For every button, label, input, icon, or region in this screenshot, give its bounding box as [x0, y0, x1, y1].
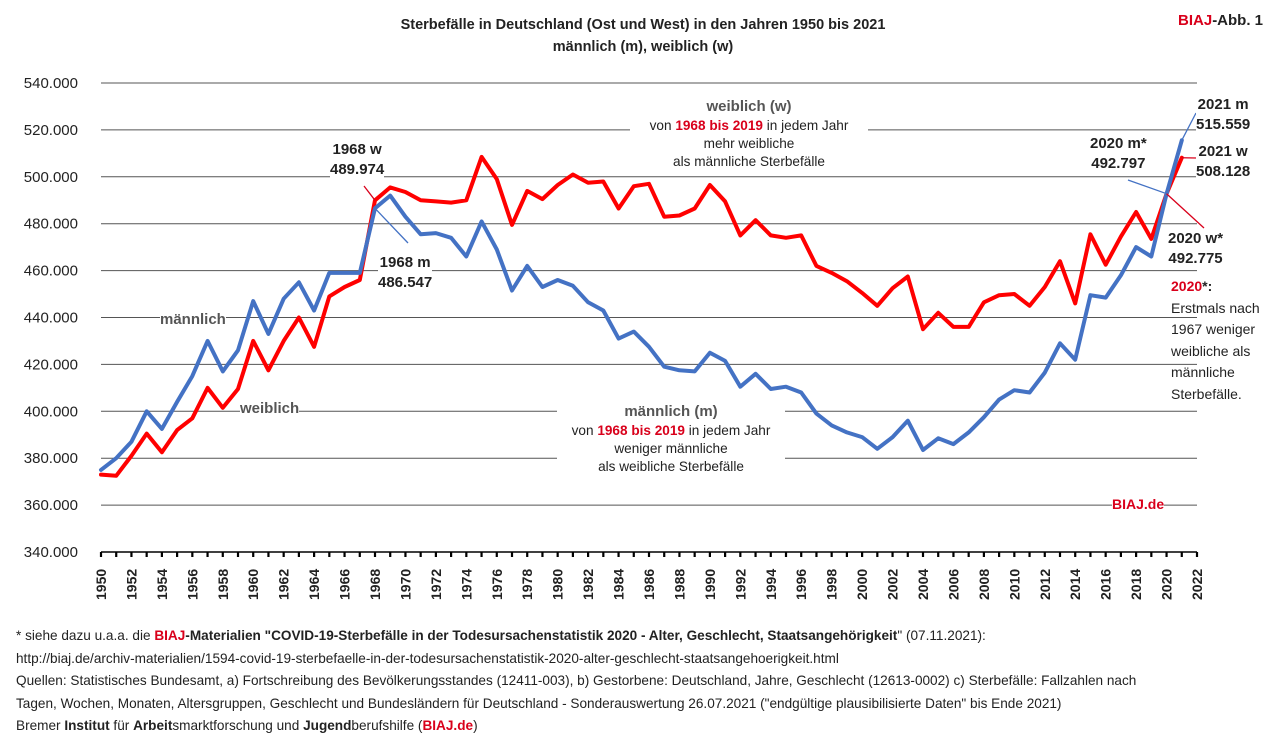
chart-title: Sterbefälle in Deutschland (Ost und West… — [400, 17, 886, 33]
x-tick-label: 1968 — [367, 569, 383, 600]
annotation-1968-m: 1968 m 486.547 — [378, 253, 433, 293]
leader-2020-w — [1166, 193, 1205, 229]
x-tick-label: 2012 — [1037, 569, 1053, 600]
annotation-2021-m: 2021 m 515.559 — [1196, 95, 1251, 135]
x-tick-label: 2020 — [1159, 569, 1175, 600]
x-tick-label: 1996 — [793, 569, 809, 600]
y-tick-label: 520.000 — [24, 122, 78, 139]
x-tick-label: 1950 — [93, 569, 109, 600]
footnote-sources-2: Tagen, Wochen, Monaten, Altersgruppen, G… — [16, 695, 1062, 711]
x-tick-label: 1952 — [123, 569, 139, 600]
x-tick-label: 1984 — [611, 569, 627, 600]
brand-label: BIAJ — [1178, 12, 1213, 29]
footnote-sources-1: Quellen: Statistisches Bundesamt, a) For… — [16, 673, 1137, 688]
x-tick-label: 1980 — [550, 569, 566, 600]
x-tick-label: 2010 — [1006, 569, 1022, 600]
x-tick-label: 1976 — [489, 569, 505, 600]
x-tick-label: 1954 — [154, 569, 170, 600]
x-tick-label: 2022 — [1189, 569, 1205, 600]
series-label-maennlich: männlich — [160, 311, 226, 328]
footnote-1: * siehe dazu u.a.a. die BIAJ-Materialien… — [16, 628, 986, 643]
x-tick-label: 1978 — [519, 569, 535, 600]
x-tick-label: 1994 — [763, 569, 779, 600]
x-tick-label: 1970 — [397, 569, 413, 600]
x-tick-label: 1982 — [580, 569, 596, 600]
x-tick-label: 2018 — [1128, 569, 1144, 600]
leader-2020-m — [1127, 179, 1167, 195]
leader-1968-w — [363, 185, 376, 201]
leader-1968-m — [374, 207, 409, 244]
series-label-weiblich: weiblich — [240, 400, 300, 417]
x-tick-label: 1972 — [428, 569, 444, 600]
x-tick-label: 1990 — [702, 569, 718, 600]
x-tick-label: 1998 — [824, 569, 840, 600]
x-tick-label: 2008 — [976, 569, 992, 600]
annotation-maennlich-box: männlich (m) von 1968 bis 2019 in jedem … — [557, 402, 785, 476]
annotation-2021-w: 2021 w 508.128 — [1196, 142, 1251, 182]
figure-tag: BIAJ-Abb. 1 — [1178, 12, 1263, 29]
y-tick-label: 480.000 — [24, 216, 78, 233]
data-lines — [99, 138, 1184, 478]
x-tick-label: 2006 — [945, 569, 961, 600]
footnotes: * siehe dazu u.a.a. die BIAJ-Materialien… — [16, 625, 1278, 738]
x-axis: 1950 1952 1954 1956 1958 1960 1962 1964 1966 1968… — [93, 551, 1205, 600]
x-tick-label: 1958 — [215, 569, 231, 600]
x-tick-label: 1962 — [276, 569, 292, 600]
x-tick-label: 1960 — [245, 569, 261, 600]
annotation-2020-m: 2020 m* 492.797 — [1090, 134, 1147, 174]
x-tick-label: 1986 — [641, 569, 657, 600]
y-tick-label: 460.000 — [24, 263, 78, 280]
y-tick-label: 380.000 — [24, 450, 78, 467]
series-line-maennlich — [99, 138, 1184, 472]
annotation-2020-w: 2020 w* 492.775 — [1168, 229, 1224, 269]
annotation-1968-w: 1968 w 489.974 — [330, 140, 385, 180]
annotation-weiblich-box: weiblich (w) von 1968 bis 2019 in jedem … — [630, 97, 868, 171]
x-tick-label: 2014 — [1067, 569, 1083, 600]
x-tick-label: 1966 — [337, 569, 353, 600]
footnote-institute: Bremer Institut für Arbeitsmarktforschun… — [16, 718, 478, 733]
line-chart: 340.000 360.000 380.000 400.000 420.000 440.0… — [24, 75, 1205, 600]
note-2020: 2020*: Erstmals nach 1967 weniger weibli… — [1171, 278, 1260, 402]
chart-subtitle: männlich (m), weiblich (w) — [552, 39, 734, 55]
x-tick-label: 1992 — [732, 569, 748, 600]
series-line-weiblich — [99, 154, 1184, 478]
y-tick-label: 420.000 — [24, 356, 78, 373]
x-tick-label: 1988 — [671, 569, 687, 600]
x-tick-label: 2004 — [915, 569, 931, 600]
figure-number: -Abb. 1 — [1212, 12, 1264, 29]
y-tick-label: 500.000 — [24, 169, 78, 186]
y-tick-label: 340.000 — [24, 544, 78, 561]
x-tick-label: 2016 — [1098, 569, 1114, 600]
y-tick-label: 360.000 — [24, 497, 78, 514]
x-tick-label: 2002 — [885, 569, 901, 600]
y-axis-tick-labels: 340.000 360.000 380.000 400.000 420.000 440.0… — [24, 75, 78, 561]
x-tick-label: 2000 — [854, 569, 870, 600]
y-tick-label: 440.000 — [24, 310, 78, 327]
annotation-leader-lines — [363, 112, 1205, 244]
x-tick-label: 1964 — [306, 569, 322, 600]
watermark-biaj: BIAJ.de — [1112, 496, 1165, 512]
x-tick-label: 1974 — [458, 569, 474, 600]
leader-2021-m — [1181, 112, 1197, 141]
footnote-url[interactable]: http://biaj.de/archiv-materialien/1594-c… — [16, 650, 839, 666]
y-tick-label: 540.000 — [24, 75, 78, 92]
x-tick-label: 1956 — [184, 569, 200, 600]
chart-title-block: Sterbefälle in Deutschland (Ost und West… — [0, 14, 1286, 58]
y-tick-label: 400.000 — [24, 403, 78, 420]
